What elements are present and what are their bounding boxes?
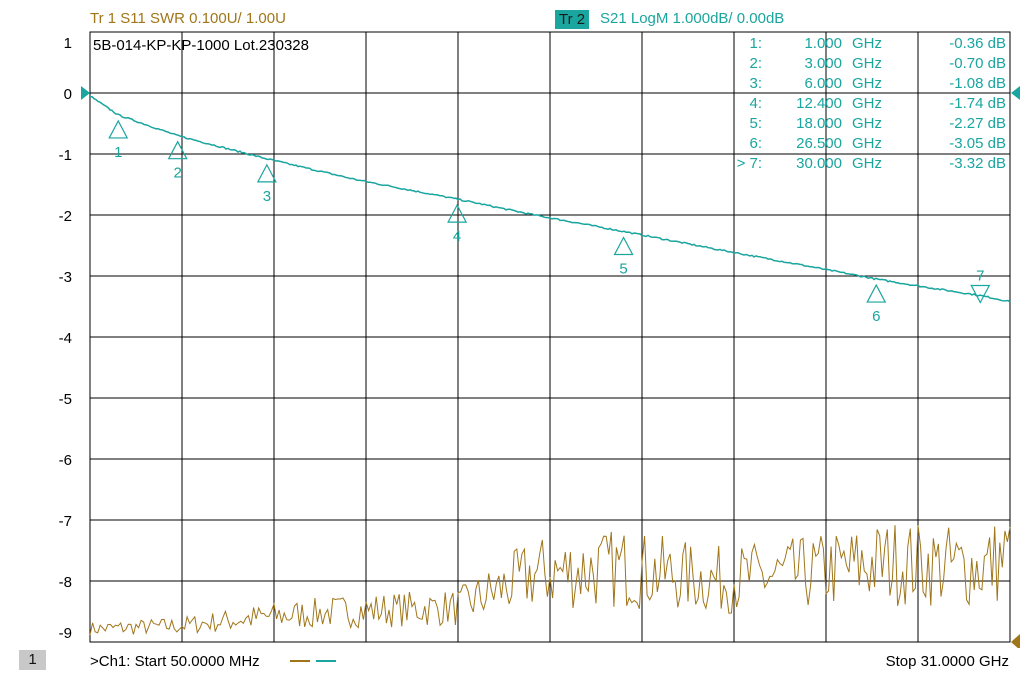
marker-row-unit: GHz <box>852 135 882 152</box>
marker-row-value: -0.36 dB <box>949 35 1006 52</box>
trace1-legend-line <box>290 660 310 662</box>
trace2-header[interactable]: S21 LogM 1.000dB/ 0.00dB <box>600 10 785 27</box>
marker-2-label: 2 <box>174 165 182 182</box>
y-tick-label: -9 <box>59 625 72 642</box>
marker-7-label: 7 <box>976 268 984 285</box>
trace2-legend-line <box>316 660 336 662</box>
marker-row-index: 2: <box>749 55 762 72</box>
marker-row-unit: GHz <box>852 155 882 172</box>
y-tick-label: 0 <box>64 86 72 103</box>
marker-4-label: 4 <box>453 228 461 245</box>
s11-reference-arrow <box>1011 634 1020 648</box>
device-annotation: 5B-014-KP-KP-1000 Lot.230328 <box>93 37 309 54</box>
marker-row-index: 1: <box>749 35 762 52</box>
y-tick-label: -3 <box>59 269 72 286</box>
marker-3-label: 3 <box>263 188 271 205</box>
s11-swr-trace <box>89 525 1011 636</box>
marker-readout-table: 1: 1.000 GHz -0.36 dB 2: 3.000 GHz -0.70 dB 3: 6.… <box>737 35 1006 172</box>
marker-2-triangle <box>167 140 188 160</box>
y-tick-label: -5 <box>59 391 72 408</box>
marker-row-unit: GHz <box>852 55 882 72</box>
s11-line <box>89 525 1011 636</box>
marker-row-index: 5: <box>749 115 762 132</box>
y-tick-labels: 1 0 -1 -2 -3 -4 -5 -6 -7 -8 -9 <box>59 35 72 642</box>
marker-row-value: -2.27 dB <box>949 115 1006 132</box>
marker-7-triangle <box>970 284 991 304</box>
marker-row-value: -3.05 dB <box>949 135 1006 152</box>
channel-badge[interactable]: 1 <box>19 650 46 670</box>
marker-6-triangle <box>866 283 887 303</box>
marker-3-triangle <box>256 163 277 183</box>
marker-row-unit: GHz <box>852 115 882 132</box>
s21-line <box>90 95 1011 303</box>
reference-level-arrow-right <box>1011 86 1020 100</box>
marker-5-label: 5 <box>619 260 627 277</box>
marker-row-frequency: 18.000 <box>796 115 842 132</box>
marker-row-index: 4: <box>749 95 762 112</box>
marker-row-unit: GHz <box>852 35 882 52</box>
status-footer: 1 >Ch1: Start 50.0000 MHz Stop 31.0000 G… <box>0 648 1027 675</box>
y-tick-label: -6 <box>59 452 72 469</box>
marker-1-label: 1 <box>114 144 122 161</box>
reference-level-arrow-left <box>81 86 90 100</box>
marker-row-frequency: 30.000 <box>796 155 842 172</box>
grid-lines <box>90 32 1010 642</box>
marker-6-label: 6 <box>872 308 880 325</box>
marker-row-unit: GHz <box>852 95 882 112</box>
marker-row-frequency: 6.000 <box>804 75 842 92</box>
marker-row-frequency: 3.000 <box>804 55 842 72</box>
y-tick-label: 1 <box>64 35 72 52</box>
trace1-header[interactable]: Tr 1 S11 SWR 0.100U/ 1.00U <box>90 10 286 27</box>
marker-4-triangle <box>447 203 468 223</box>
marker-5-triangle <box>613 236 634 256</box>
marker-row-index: 3: <box>749 75 762 92</box>
marker-row-frequency: 26.500 <box>796 135 842 152</box>
marker-row-value: -1.74 dB <box>949 95 1006 112</box>
marker-row-value: -0.70 dB <box>949 55 1006 72</box>
trace2-active-badge[interactable]: Tr 2 <box>555 10 590 29</box>
marker-1-triangle <box>108 119 129 139</box>
marker-row-unit: GHz <box>852 75 882 92</box>
y-tick-label: -2 <box>59 208 72 225</box>
y-tick-label: -7 <box>59 513 72 530</box>
y-tick-label: -1 <box>59 147 72 164</box>
marker-row-value: -3.32 dB <box>949 155 1006 172</box>
marker-row-index: 6: <box>749 135 762 152</box>
marker-row-index: > 7: <box>737 155 762 172</box>
stop-frequency[interactable]: Stop 31.0000 GHz <box>885 653 1009 670</box>
marker-row-frequency: 1.000 <box>804 35 842 52</box>
start-frequency[interactable]: >Ch1: Start 50.0000 MHz <box>90 653 260 670</box>
marker-row-frequency: 12.400 <box>796 95 842 112</box>
s-parameter-chart: 1 0 -1 -2 -3 -4 -5 -6 -7 -8 -9 1 2 3 4 5 6 7 1: 1.000 GHz -… <box>59 31 1020 648</box>
reference-markers <box>81 86 1020 648</box>
y-tick-label: -4 <box>59 330 72 347</box>
y-tick-label: -8 <box>59 574 72 591</box>
marker-row-value: -1.08 dB <box>949 75 1006 92</box>
s21-logm-trace <box>90 95 1011 303</box>
marker-triangles: 1 2 3 4 5 6 7 <box>108 119 991 325</box>
